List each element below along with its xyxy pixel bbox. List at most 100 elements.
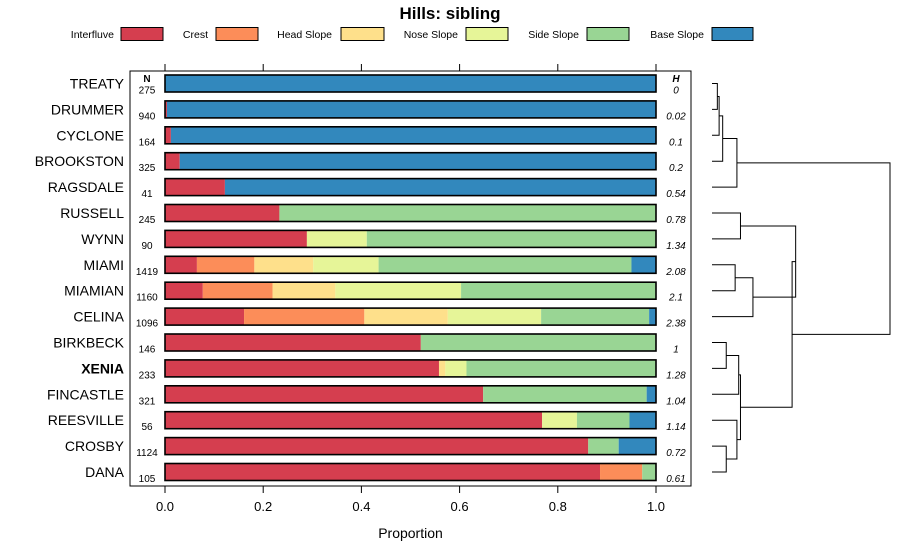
bar-segment-celina-interfluve [165, 308, 245, 326]
row-label-miamian: MIAMIAN [64, 283, 124, 299]
bar-segment-miamian-head-slope [272, 282, 336, 300]
bar-segment-miamian-nose-slope [335, 282, 462, 300]
legend-swatch-base-slope [711, 27, 754, 41]
row-xenia: XENIA 233 1.28 [81, 359, 686, 381]
chart-title: Hills: sibling [399, 4, 500, 23]
bar-segment-fincastle-interfluve [165, 385, 484, 403]
dendrogram-branch-c1 [712, 83, 718, 110]
bar-segment-crosby-side-slope [588, 437, 619, 455]
h-value-russell: 0.78 [666, 215, 686, 226]
h-value-ragsdale: 0.54 [666, 189, 686, 200]
dendrogram-branch-c10 [712, 354, 740, 395]
row-label-wynn: WYNN [81, 231, 124, 247]
row-ragsdale: RAGSDALE 41 0.54 [48, 177, 686, 200]
n-value-drummer: 940 [139, 111, 156, 122]
bar-segment-wynn-nose-slope [306, 230, 367, 248]
n-value-reesville: 56 [141, 422, 153, 433]
legend-swatch-interfluve [120, 27, 164, 41]
dendrogram-branch-c15 [736, 162, 891, 335]
dendrogram-branch-c7 [712, 277, 754, 318]
h-value-xenia: 1.28 [666, 370, 686, 381]
bar-outline-miami [164, 255, 657, 275]
legend-swatch-nose-slope [465, 27, 509, 41]
row-label-dana: DANA [85, 464, 125, 480]
bar-segment-fincastle-base-slope [646, 385, 656, 403]
dendrogram-branch-c2 [712, 95, 720, 136]
bar-segment-xenia-interfluve [165, 359, 439, 377]
row-label-reesville: REESVILLE [48, 412, 124, 428]
n-value-celina: 1096 [136, 319, 159, 330]
bar-segment-miami-head-slope [254, 256, 314, 274]
legend-label-nose-slope: Nose Slope [404, 29, 458, 41]
bar-outline-birkbeck [164, 333, 657, 352]
h-value-dana: 0.61 [666, 474, 685, 485]
n-value-dana: 105 [139, 474, 156, 485]
x-tick-label-0: 0.0 [156, 499, 174, 514]
bar-segment-xenia-head-slope [438, 359, 446, 377]
bar-segment-miami-side-slope [378, 256, 632, 274]
bar-segment-reesville-side-slope [576, 411, 630, 429]
n-value-russell: 245 [139, 215, 156, 226]
legend-label-head-slope: Head Slope [277, 29, 332, 41]
x-tick-label-4: 0.8 [549, 499, 567, 514]
n-value-treaty: 275 [139, 86, 156, 97]
h-value-miami: 2.08 [665, 267, 686, 278]
bar-segment-miami-nose-slope [313, 256, 379, 274]
row-label-russell: RUSSELL [60, 205, 124, 221]
row-wynn: WYNN 90 1.34 [81, 229, 686, 252]
row-label-brookston: BROOKSTON [35, 153, 124, 169]
bar-segment-russell-interfluve [165, 204, 280, 222]
bar-segment-wynn-side-slope [366, 230, 656, 248]
bar-outline-ragsdale [164, 177, 657, 197]
h-value-treaty: 0 [673, 86, 679, 97]
n-value-ragsdale: 41 [141, 189, 153, 200]
bar-segment-brookston-interfluve [165, 152, 180, 170]
x-tick-label-5: 1.0 [647, 499, 665, 514]
h-value-cyclone: 0.1 [669, 137, 683, 148]
n-value-xenia: 233 [139, 370, 156, 381]
bar-outline-celina [164, 307, 657, 326]
bar-segment-dana-crest [600, 463, 643, 481]
bar-segment-reesville-nose-slope [542, 411, 577, 429]
h-value-brookston: 0.2 [669, 163, 683, 174]
x-axis-top [164, 64, 657, 71]
n-value-miamian: 1160 [136, 293, 158, 304]
legend-label-side-slope: Side Slope [528, 29, 579, 41]
legend-label-interfluve: Interfluve [71, 29, 114, 41]
row-drummer: DRUMMER 940 0.02 [51, 100, 686, 122]
bar-segment-dana-side-slope [642, 463, 656, 481]
bar-outline-miamian [164, 281, 657, 301]
row-label-celina: CELINA [73, 309, 124, 325]
dendrogram [712, 83, 891, 473]
n-value-miami: 1419 [136, 267, 159, 278]
dendrogram-branch-c4 [712, 138, 738, 188]
bar-segment-birkbeck-side-slope [420, 334, 656, 351]
h-value-crosby: 0.72 [666, 448, 686, 459]
bar-segment-celina-crest [244, 308, 365, 326]
x-tick-label-1: 0.2 [254, 499, 272, 514]
row-label-xenia: XENIA [81, 360, 124, 376]
x-tick-label-3: 0.6 [451, 499, 469, 514]
n-value-cyclone: 164 [139, 137, 156, 148]
dendrogram-branch-c12 [712, 419, 738, 460]
row-label-fincastle: FINCASTLE [47, 386, 124, 402]
row-label-birkbeck: BIRKBECK [53, 335, 124, 351]
row-miami: MIAMI 1419 2.08 [84, 255, 686, 278]
row-label-treaty: TREATY [70, 76, 125, 92]
bar-segment-cyclone-interfluve [165, 126, 171, 144]
x-axis-bottom: 0.0 0.2 0.4 0.6 0.8 1.0 [156, 486, 665, 514]
bar-segment-miami-crest [196, 256, 255, 274]
n-value-birkbeck: 146 [139, 345, 156, 356]
n-value-wynn: 90 [141, 241, 153, 252]
row-miamian: MIAMIAN 1160 2.1 [64, 281, 683, 304]
h-value-fincastle: 1.04 [666, 396, 686, 407]
bar-outline-xenia [164, 359, 657, 378]
row-russell: RUSSELL 245 0.78 [60, 203, 686, 226]
row-birkbeck: BIRKBECK 146 1 [53, 333, 679, 356]
bar-segment-celina-side-slope [541, 308, 650, 326]
plot-frame [129, 70, 692, 487]
row-label-drummer: DRUMMER [51, 101, 124, 117]
row-reesville: REESVILLE 56 1.14 [48, 410, 686, 433]
row-celina: CELINA 1096 2.38 [73, 307, 686, 330]
